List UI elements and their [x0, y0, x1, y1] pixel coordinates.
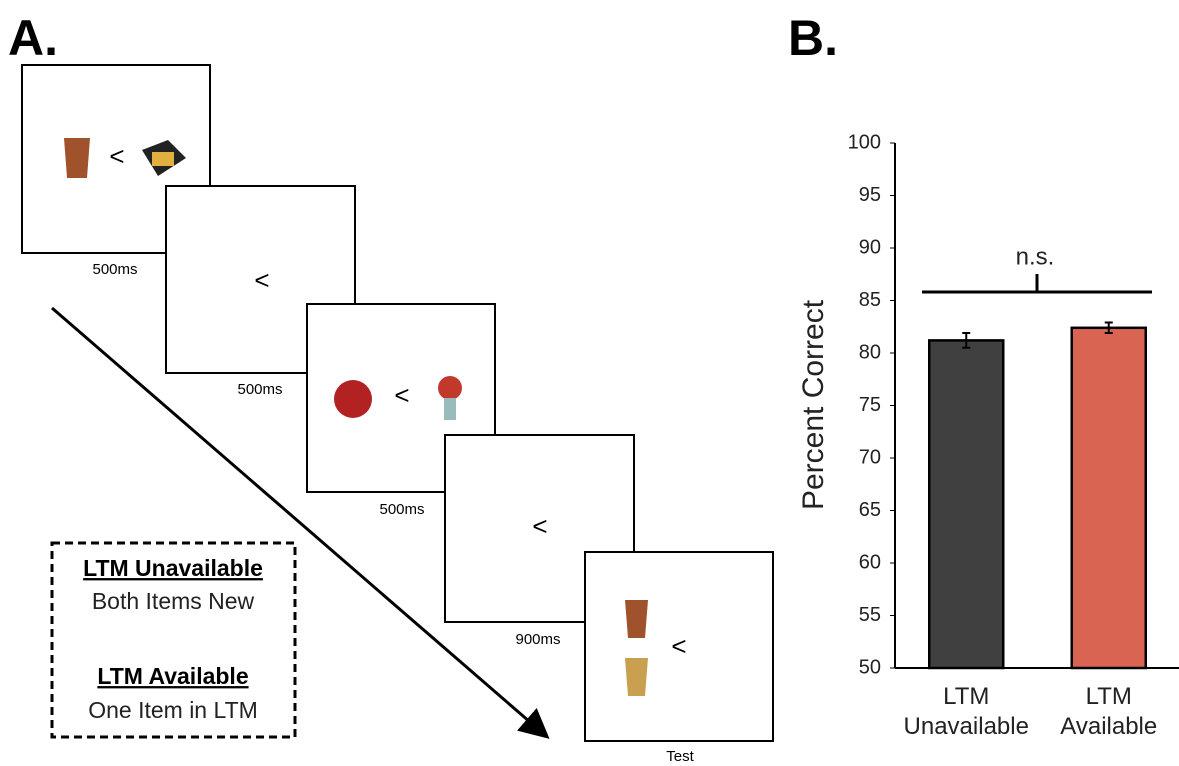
apple-icon: [334, 380, 372, 418]
waffle-icon: [152, 152, 174, 166]
duration: 500ms: [379, 501, 424, 518]
y-axis-label: Percent Correct: [797, 299, 830, 510]
legend-text: Both Items New: [92, 588, 255, 614]
legend-heading: LTM Available: [97, 663, 248, 689]
cup-icon: [625, 658, 648, 696]
cup-icon: [625, 600, 648, 638]
y-tick-label: 50: [859, 656, 881, 678]
flowers-icon: [438, 376, 462, 400]
x-tick-label: LTM Available: [1060, 683, 1158, 740]
y-tick-label: 60: [859, 551, 881, 573]
panel-label: B.: [788, 10, 838, 66]
cue: <: [254, 265, 269, 295]
y-tick-label: 75: [859, 394, 881, 416]
y-tick-label: 90: [859, 236, 881, 258]
flowers-icon: [444, 398, 456, 420]
frame: [584, 551, 774, 742]
legend-heading: LTM Unavailable: [83, 555, 263, 581]
bar: [1070, 326, 1147, 670]
cue: <: [532, 511, 547, 541]
error-bar: [962, 332, 971, 349]
x-tick-label: LTM Unavailable: [903, 683, 1029, 740]
y-tick-label: 80: [859, 341, 881, 363]
y-tick-label: 55: [859, 604, 881, 626]
error-bar: [1104, 321, 1113, 335]
y-tick-label: 65: [859, 499, 881, 521]
legend-box: [50, 541, 297, 739]
y-tick-label: 100: [848, 131, 881, 153]
duration: 900ms: [515, 631, 560, 648]
cue: <: [671, 631, 686, 661]
duration: 500ms: [92, 261, 137, 278]
cue: <: [394, 380, 409, 410]
y-tick-label: 95: [859, 184, 881, 206]
bar: [928, 339, 1005, 670]
y-tick-label: 85: [859, 289, 881, 311]
duration: Test: [666, 748, 694, 765]
legend-text: One Item in LTM: [88, 697, 258, 723]
annotation: n.s.: [1016, 243, 1055, 270]
y-tick-label: 70: [859, 446, 881, 468]
panel-label: A.: [8, 10, 58, 66]
duration: 500ms: [237, 381, 282, 398]
cup-icon: [64, 138, 90, 178]
cue: <: [109, 141, 124, 171]
time-arrow: [51, 306, 550, 739]
